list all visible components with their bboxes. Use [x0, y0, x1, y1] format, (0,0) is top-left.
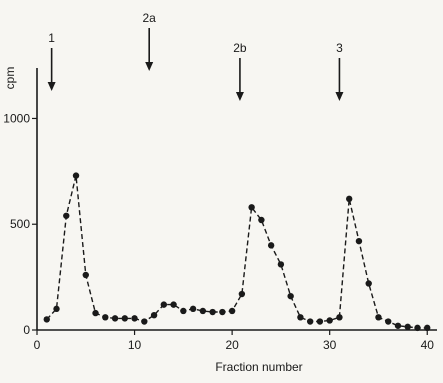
x-tick-label: 20 — [225, 338, 239, 352]
data-point — [43, 316, 50, 323]
y-tick-label: 500 — [10, 217, 30, 231]
data-point — [219, 308, 226, 316]
data-point — [316, 318, 324, 325]
peak-label: 2b — [233, 41, 247, 55]
peak-arrow-head — [47, 82, 56, 91]
data-point — [72, 172, 80, 179]
data-point — [53, 305, 60, 313]
data-point — [141, 318, 148, 325]
axes — [36, 68, 437, 331]
data-point — [92, 309, 99, 317]
data-point — [82, 271, 89, 279]
series — [43, 172, 431, 332]
data-point — [336, 314, 343, 321]
x-tick-label: 0 — [34, 338, 41, 352]
series-line — [46, 175, 428, 329]
data-point — [267, 242, 275, 249]
peak-arrow-head — [335, 92, 344, 101]
data-point — [287, 292, 294, 300]
data-point — [209, 308, 216, 316]
data-point — [365, 280, 372, 287]
data-point — [238, 290, 246, 298]
data-point — [170, 301, 177, 308]
peak-label: 1 — [48, 31, 55, 45]
x-tick-label: 30 — [323, 338, 337, 352]
ticks: 0 10 20 30 40 0 500 1000 — [3, 111, 434, 352]
data-point — [102, 314, 109, 321]
data-point — [414, 324, 421, 332]
data-point — [306, 318, 314, 325]
data-point — [121, 315, 129, 322]
data-point — [189, 305, 197, 313]
peak-label: 2a — [143, 11, 157, 25]
data-point — [248, 204, 255, 211]
data-point — [199, 307, 207, 315]
annotations: 1 2a 2b 3 — [47, 11, 344, 101]
data-point — [160, 301, 168, 308]
data-point — [258, 216, 265, 224]
data-point — [131, 315, 138, 322]
data-point — [297, 314, 304, 321]
peak-arrow-head — [235, 92, 244, 101]
data-point — [180, 307, 187, 315]
x-tick-label: 10 — [128, 338, 142, 352]
y-tick-label: 1000 — [3, 111, 30, 125]
data-point — [150, 311, 158, 319]
data-point — [375, 314, 382, 321]
data-point — [385, 318, 392, 325]
data-point — [404, 323, 411, 331]
data-point — [355, 237, 363, 245]
data-point — [228, 307, 236, 315]
x-axis-label: Fraction number — [215, 360, 302, 374]
peak-label: 3 — [336, 41, 343, 55]
data-point — [424, 324, 431, 332]
peak-arrow-head — [145, 62, 154, 71]
y-tick-label: 0 — [23, 323, 30, 337]
y-axis-label: cpm — [3, 67, 17, 90]
data-point — [394, 322, 402, 329]
data-point — [345, 195, 353, 203]
data-point — [277, 261, 285, 268]
data-point — [326, 317, 333, 324]
data-point — [63, 212, 70, 219]
data-point — [111, 315, 119, 322]
x-tick-label: 40 — [421, 338, 435, 352]
